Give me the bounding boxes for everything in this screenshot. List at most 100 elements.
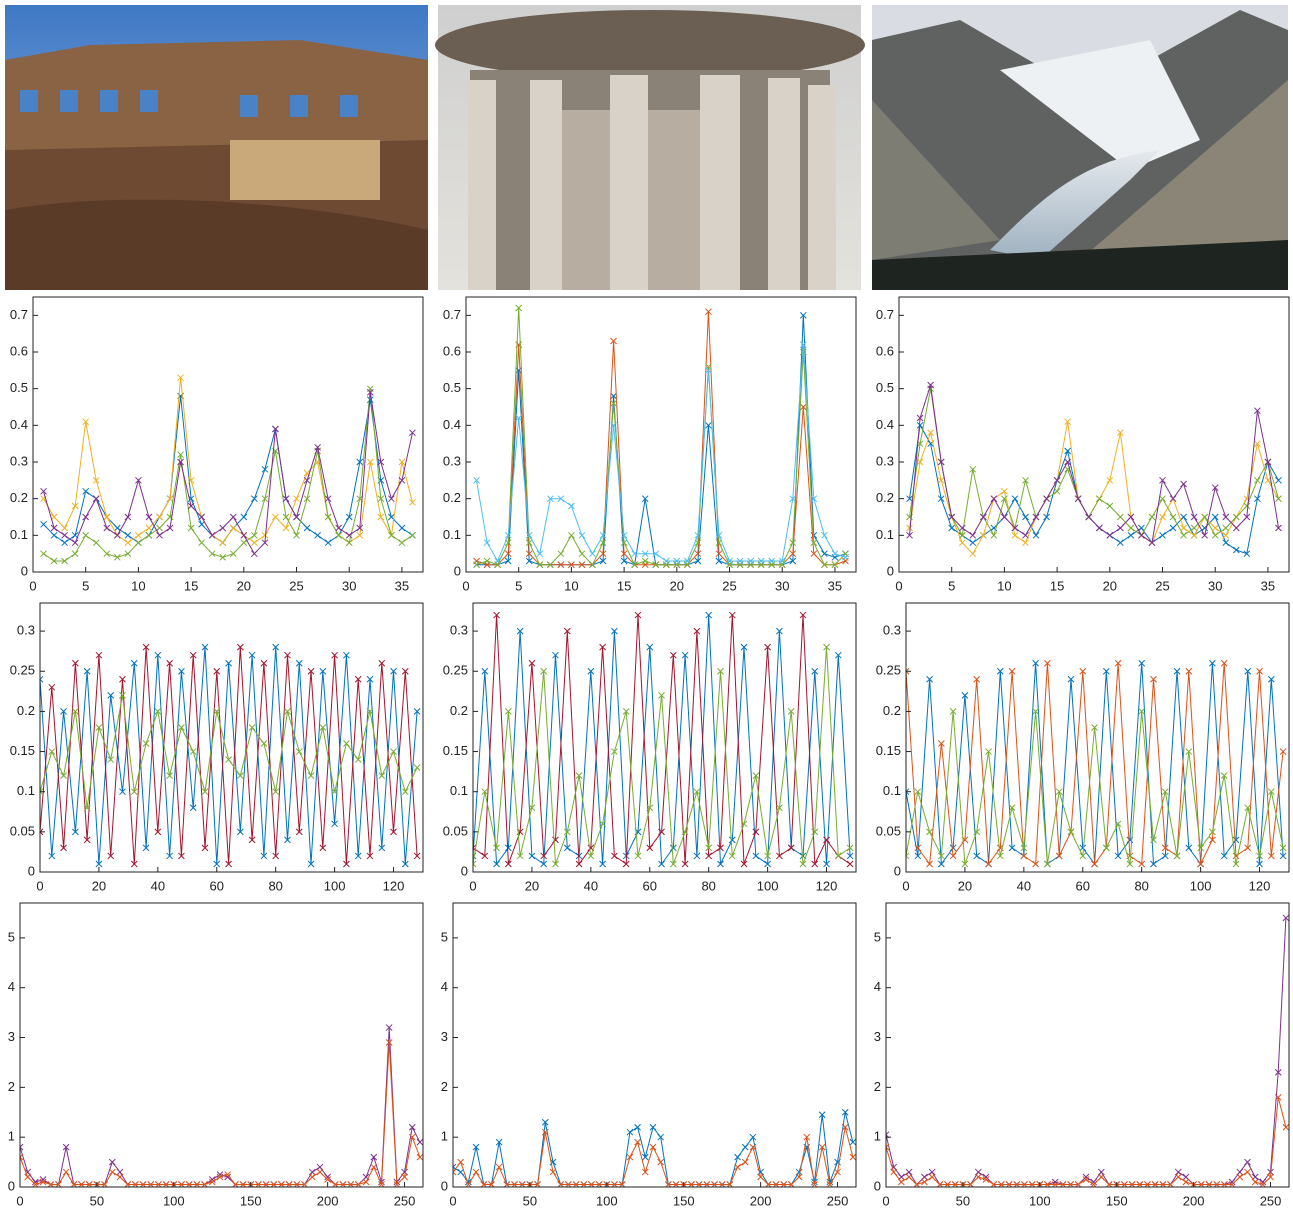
series-line xyxy=(910,389,1279,536)
point-marker xyxy=(959,540,965,546)
x-tick-label: 0 xyxy=(882,1193,889,1208)
x-tick-label: 0 xyxy=(449,1193,456,1208)
point-marker xyxy=(1117,514,1123,520)
x-tick-label: 20 xyxy=(92,878,106,893)
point-marker xyxy=(146,514,152,520)
point-marker xyxy=(399,540,405,546)
y-tick-label: 1 xyxy=(874,1129,881,1144)
point-marker xyxy=(458,1169,464,1175)
chart: 00.10.20.30.40.50.60.705101520253035 xyxy=(876,297,1289,593)
point-marker xyxy=(1233,525,1239,531)
y-tick-label: 0 xyxy=(887,563,894,578)
point-marker xyxy=(1275,477,1281,483)
point-marker xyxy=(1096,525,1102,531)
y-tick-label: 0.5 xyxy=(876,380,894,395)
x-tick-label: 20 xyxy=(237,578,251,593)
y-tick-label: 0.5 xyxy=(10,380,28,395)
point-marker xyxy=(114,554,120,560)
x-tick-label: 150 xyxy=(240,1193,262,1208)
point-marker xyxy=(1244,1159,1250,1165)
x-tick-label: 35 xyxy=(828,578,842,593)
point-marker xyxy=(83,532,89,538)
y-tick-label: 0.05 xyxy=(443,823,468,838)
point-marker xyxy=(146,532,152,538)
point-marker xyxy=(635,1139,641,1145)
point-marker xyxy=(135,477,141,483)
point-marker xyxy=(970,540,976,546)
x-tick-label: 25 xyxy=(289,578,303,593)
chart: 00.10.20.30.40.50.60.705101520253035 xyxy=(10,297,423,593)
point-marker xyxy=(414,765,420,771)
y-tick-label: 0.3 xyxy=(17,623,35,638)
x-tick-label: 250 xyxy=(827,1193,849,1208)
x-tick-label: 5 xyxy=(82,578,89,593)
x-tick-label: 30 xyxy=(775,578,789,593)
axes-box xyxy=(886,903,1289,1187)
plot-area xyxy=(41,375,416,564)
x-tick-label: 25 xyxy=(722,578,736,593)
x-tick-label: 250 xyxy=(1260,1193,1282,1208)
point-marker xyxy=(63,1169,69,1175)
point-marker xyxy=(156,532,162,538)
point-marker xyxy=(898,1179,904,1185)
point-marker xyxy=(1237,1174,1243,1180)
plot-area xyxy=(37,644,420,867)
point-marker xyxy=(317,1164,323,1170)
point-marker xyxy=(315,532,321,538)
x-tick-label: 100 xyxy=(1029,1193,1051,1208)
y-tick-label: 0 xyxy=(454,563,461,578)
point-marker xyxy=(568,503,574,509)
point-marker xyxy=(627,1154,633,1160)
series-line xyxy=(477,312,846,565)
point-marker xyxy=(635,1124,641,1130)
axes-box xyxy=(453,903,856,1187)
point-marker xyxy=(906,1169,912,1175)
y-tick-label: 3 xyxy=(441,1029,448,1044)
y-tick-label: 0.25 xyxy=(443,663,468,678)
point-marker xyxy=(241,540,247,546)
point-marker xyxy=(125,532,131,538)
y-tick-label: 0.1 xyxy=(450,783,468,798)
point-marker xyxy=(1012,496,1018,502)
point-marker xyxy=(975,1174,981,1180)
point-marker xyxy=(371,1164,377,1170)
point-marker xyxy=(1183,1174,1189,1180)
chart: 00.050.10.150.20.250.3020406080100120 xyxy=(10,603,423,893)
point-marker xyxy=(209,551,215,557)
point-marker xyxy=(1107,532,1113,538)
y-tick-label: 0 xyxy=(441,1178,448,1193)
point-marker xyxy=(371,1154,377,1160)
x-tick-label: 100 xyxy=(757,878,779,893)
point-marker xyxy=(1001,514,1007,520)
point-marker xyxy=(309,1174,315,1180)
y-tick-label: 0.2 xyxy=(17,703,35,718)
point-marker xyxy=(1138,525,1144,531)
point-marker xyxy=(251,540,257,546)
plot-area xyxy=(883,915,1289,1188)
point-marker xyxy=(1033,532,1039,538)
point-marker xyxy=(1160,496,1166,502)
y-tick-label: 2 xyxy=(874,1079,881,1094)
x-tick-label: 10 xyxy=(997,578,1011,593)
x-tick-label: 200 xyxy=(750,1193,772,1208)
point-marker xyxy=(1096,496,1102,502)
point-marker xyxy=(1160,532,1166,538)
photo-glacier xyxy=(872,5,1288,290)
y-tick-label: 0.2 xyxy=(443,490,461,505)
point-marker xyxy=(742,1144,748,1150)
point-marker xyxy=(579,551,585,557)
point-marker xyxy=(1244,1169,1250,1175)
y-tick-label: 2 xyxy=(8,1079,15,1094)
point-marker xyxy=(1212,514,1218,520)
point-marker xyxy=(1044,496,1050,502)
y-tick-label: 0.2 xyxy=(883,703,901,718)
point-marker xyxy=(579,532,585,538)
point-marker xyxy=(125,540,131,546)
x-tick-label: 0 xyxy=(29,578,36,593)
x-tick-label: 100 xyxy=(163,1193,185,1208)
point-marker xyxy=(850,1139,856,1145)
point-marker xyxy=(1098,1169,1104,1175)
point-marker xyxy=(190,749,196,755)
point-marker xyxy=(658,1159,664,1165)
point-marker xyxy=(496,1164,502,1170)
